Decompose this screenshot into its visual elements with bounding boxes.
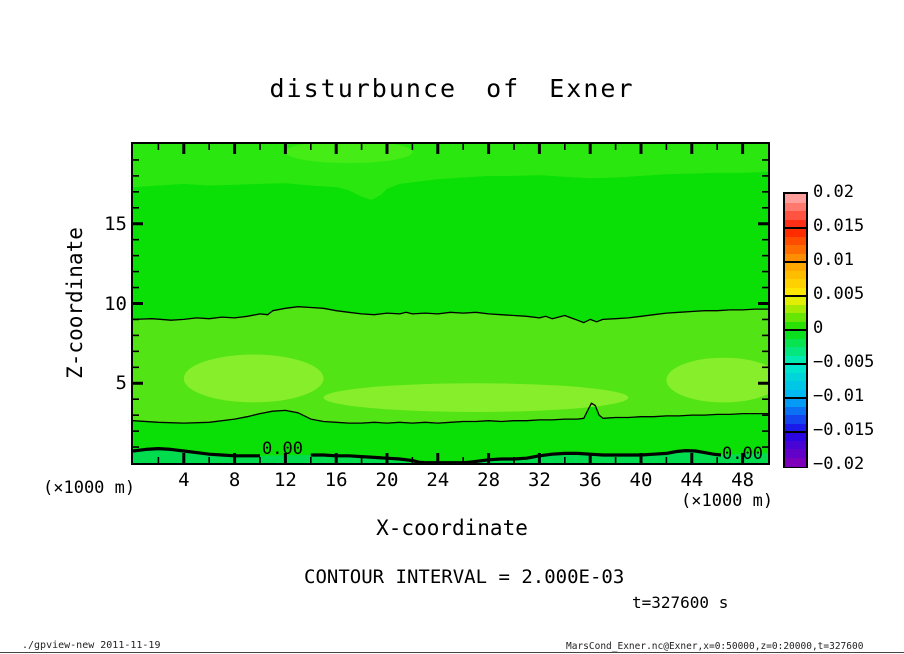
plot-title: disturbunce of Exner [269, 74, 635, 103]
plot-area: 0.00 0.00 [131, 142, 770, 465]
colorbar-separator [785, 363, 806, 365]
contour-line-zero-thick [310, 449, 722, 463]
colorbar-stripe [785, 355, 806, 365]
colorbar-separator [785, 261, 806, 263]
colorbar-tick-label: −0.02 [813, 454, 865, 474]
colorbar-stripe [785, 245, 806, 254]
colorbar-stripe [785, 440, 806, 450]
x-tick-label: 24 [426, 469, 450, 491]
colorbar-stripe [785, 194, 806, 203]
x-tick-label: 44 [680, 469, 704, 491]
zero-contour-label: 0.00 [262, 439, 303, 459]
colorbar-tick-label: −0.015 [813, 420, 875, 440]
colorbar-separator [785, 227, 806, 229]
colorbar-stripe [785, 398, 806, 407]
colorbar-stripe [785, 304, 806, 314]
colorbar-separator [785, 295, 806, 297]
colorbar-tick-label: −0.005 [813, 352, 875, 372]
colorbar-stripe [785, 449, 806, 458]
colorbar-stripe [785, 415, 806, 424]
x-tick-label: 16 [324, 469, 348, 491]
colorbar-separator [785, 397, 806, 399]
colorbar-tick-label: 0.01 [813, 250, 854, 270]
time-caption: t=327600 s [632, 593, 729, 612]
colorbar-stripe [785, 279, 806, 288]
x-tick-label: 28 [477, 469, 501, 491]
colorbar-tick-label: 0.02 [813, 182, 854, 202]
x-tick-label: 8 [228, 469, 241, 491]
field-light-patch [183, 354, 324, 403]
window-bottom-border [0, 652, 904, 653]
x-tick-label: 36 [578, 469, 602, 491]
colorbar-stripe [785, 262, 806, 271]
contour-line-thin-upper [133, 306, 768, 324]
colorbar-stripe [785, 423, 806, 433]
contour-plot-canvas [133, 144, 768, 463]
contour-interval-caption: CONTOUR INTERVAL = 2.000E-03 [304, 566, 625, 588]
colorbar-stripe [785, 347, 806, 356]
field-light-patch [666, 357, 768, 403]
x-axis-unit-label: (×1000 m) [681, 491, 774, 511]
field-top-blob [285, 144, 413, 164]
y-tick-label: 10 [104, 292, 127, 315]
colorbar-stripe [785, 219, 806, 229]
colorbar-stripe [785, 330, 806, 339]
contour-line-zero-thick [133, 447, 260, 458]
colorbar-stripe [785, 253, 806, 263]
colorbar-tick-label: −0.01 [813, 386, 865, 406]
colorbar-stripe [785, 372, 806, 382]
colorbar-stripe [785, 236, 806, 246]
x-tick-label: 20 [375, 469, 399, 491]
colorbar [783, 192, 808, 468]
colorbar-stripe [785, 296, 806, 305]
colorbar-stripe [785, 211, 806, 220]
colorbar-stripe [785, 321, 806, 331]
y-axis-unit-label: (×1000 m) [43, 478, 136, 498]
colorbar-stripe [785, 432, 806, 441]
colorbar-tick-label: 0.005 [813, 284, 865, 304]
field-bottom-band [133, 448, 768, 463]
colorbar-separator [785, 431, 806, 433]
colorbar-stripe [785, 457, 806, 467]
colorbar-separator [785, 329, 806, 331]
colorbar-stripe [785, 338, 806, 348]
colorbar-stripe [785, 313, 806, 322]
colorbar-stripe [785, 381, 806, 390]
colorbar-tick-label: 0 [813, 318, 824, 338]
x-tick-label: 32 [527, 469, 551, 491]
zero-contour-label: 0.00 [722, 444, 763, 464]
colorbar-stripe [785, 406, 806, 416]
x-axis-title: X-coordinate [376, 516, 528, 540]
colorbar-stripe [785, 270, 806, 280]
field-light-patch [323, 383, 629, 412]
colorbar-stripe [785, 364, 806, 373]
colorbar-tick-label: 0.015 [813, 216, 865, 236]
colorbar-stripe [785, 228, 806, 237]
y-tick-label: 15 [104, 212, 127, 235]
footer-program-version: ./gpview-new 2011-11-19 [22, 640, 161, 651]
contour-line-thin-lower [133, 402, 768, 424]
y-axis-title: Z-coordinate [63, 227, 87, 379]
x-tick-label: 40 [629, 469, 653, 491]
field-top-band [133, 144, 768, 200]
colorbar-stripe [785, 287, 806, 297]
colorbar-stripe [785, 389, 806, 399]
x-tick-label: 48 [731, 469, 755, 491]
y-tick-label: 5 [115, 372, 127, 395]
colorbar-stripe [785, 202, 806, 212]
x-tick-label: 12 [273, 469, 297, 491]
x-tick-label: 4 [178, 469, 190, 491]
footer-data-source: MarsCond_Exner.nc@Exner,x=0:50000,z=0:20… [566, 641, 864, 652]
